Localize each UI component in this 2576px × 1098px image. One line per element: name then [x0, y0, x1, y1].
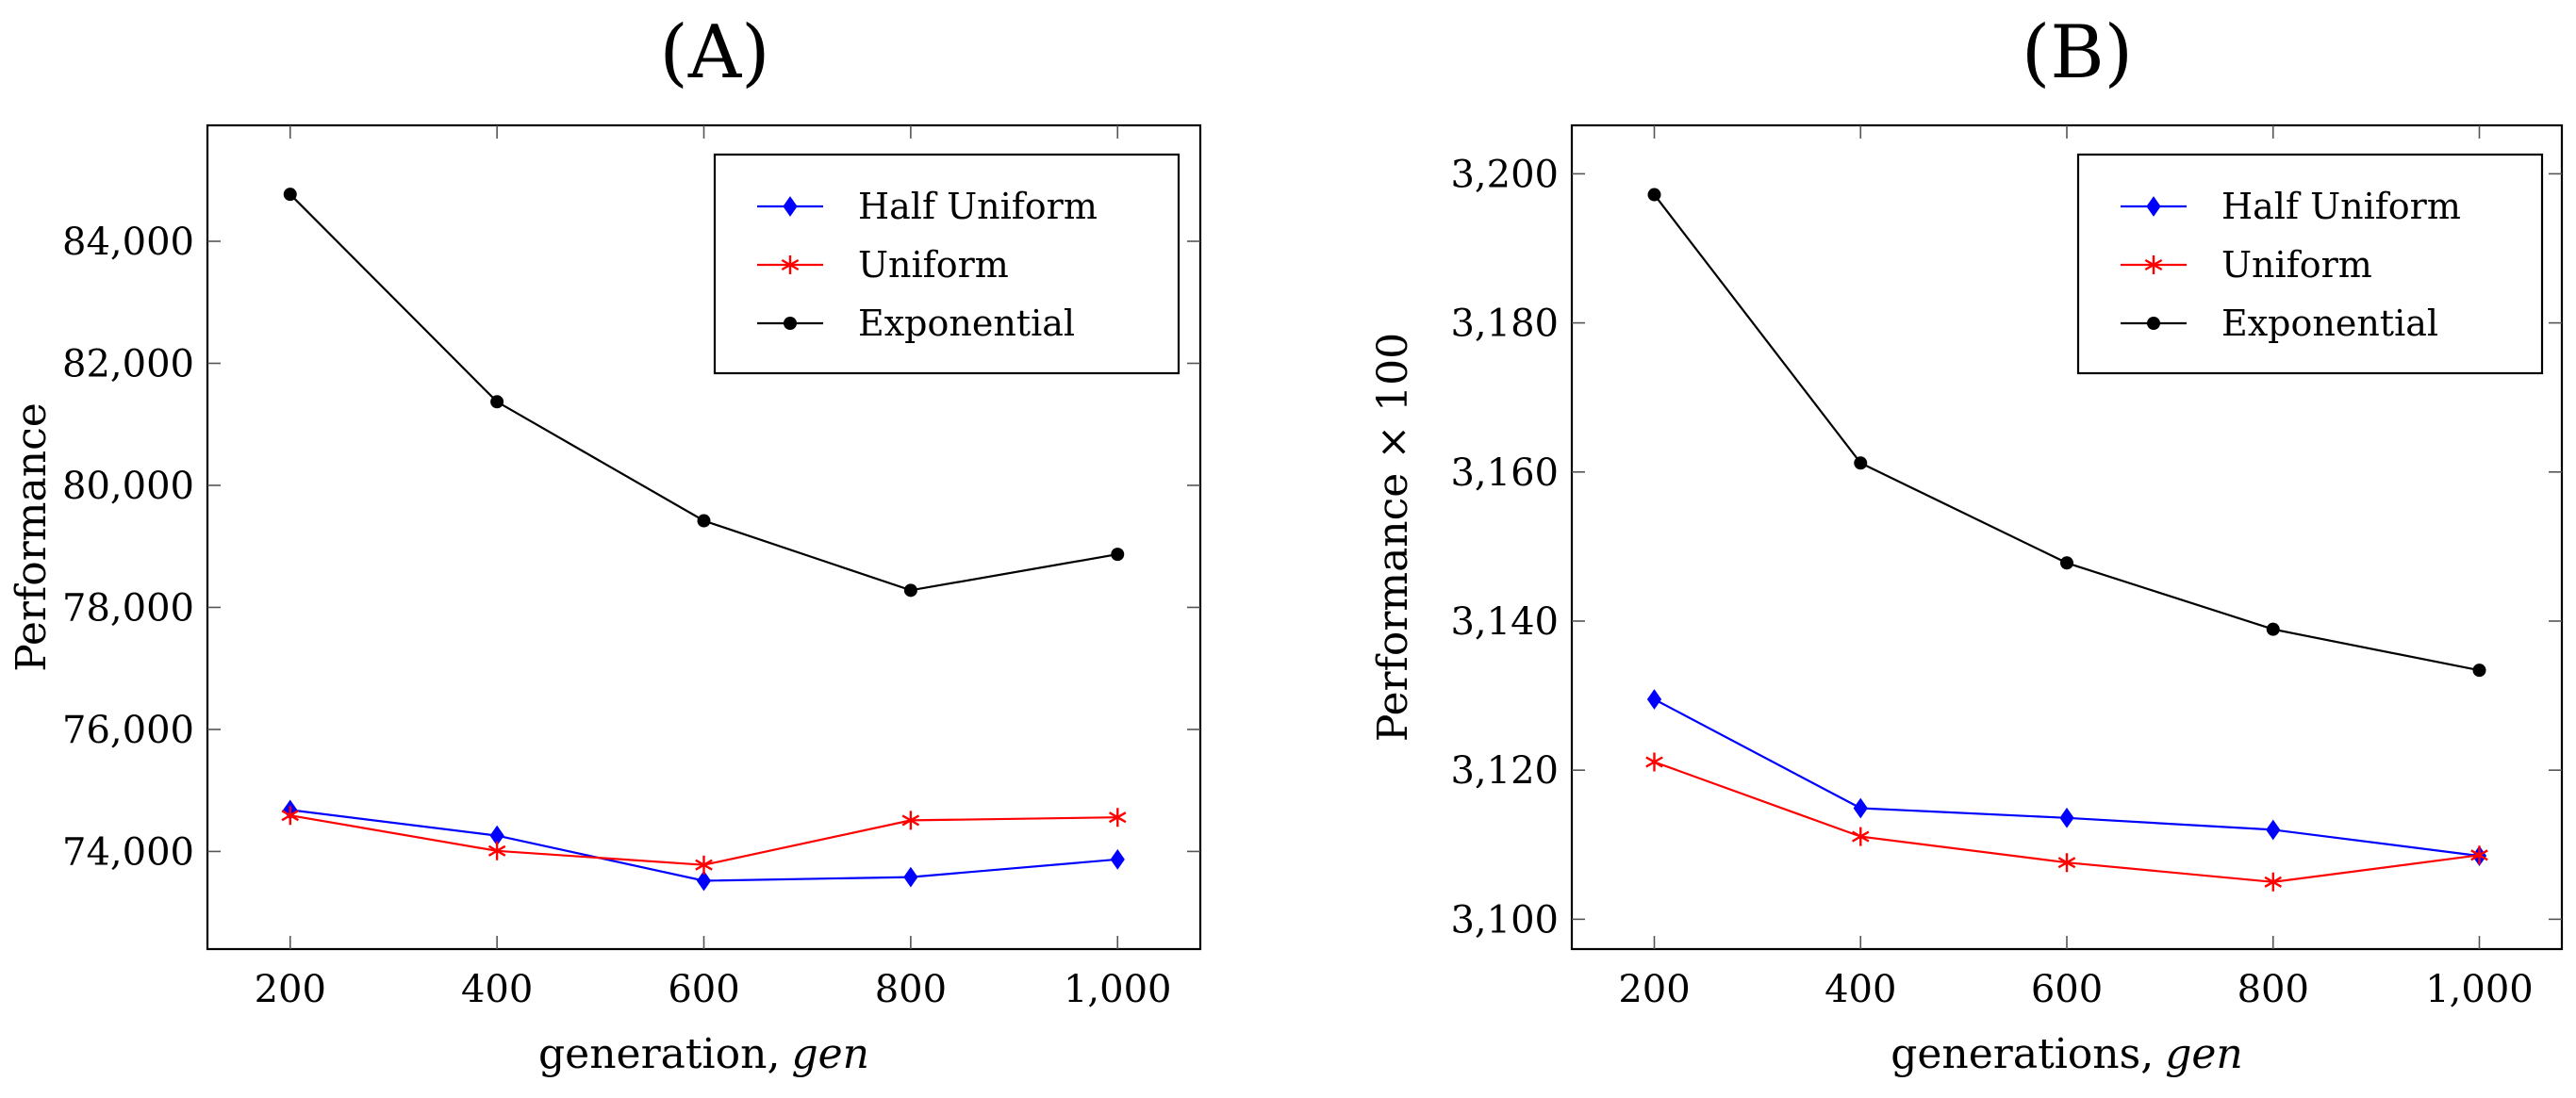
y-tick-label: 76,000 — [62, 709, 194, 752]
data-point — [903, 866, 918, 888]
data-point — [1851, 827, 1870, 846]
y-tick-label: 3,180 — [1450, 303, 1559, 346]
data-point — [695, 855, 713, 875]
legend-marker — [781, 255, 800, 274]
legend-label: Half Uniform — [2221, 186, 2461, 227]
series-exponential — [1647, 188, 2486, 678]
legend-label: Uniform — [858, 244, 1009, 286]
x-tick-label: 600 — [2031, 968, 2103, 1011]
series-exponential — [283, 188, 1125, 598]
data-point — [2266, 622, 2280, 636]
legend-marker — [2146, 196, 2161, 217]
data-point — [696, 870, 712, 892]
data-point — [490, 395, 504, 409]
series-uniform — [1645, 752, 2488, 892]
legend-marker — [2147, 317, 2160, 330]
y-tick-label: 74,000 — [62, 830, 194, 874]
data-point — [2472, 664, 2486, 678]
legend-label: Exponential — [858, 303, 1075, 344]
legend-item: Exponential — [2121, 303, 2438, 344]
x-tick-label: 1,000 — [2425, 968, 2534, 1011]
legend-item: Uniform — [2121, 244, 2372, 286]
legend-label: Half Uniform — [858, 186, 1098, 227]
legend-item: Half Uniform — [757, 186, 1098, 227]
x-tick-label: 200 — [1618, 968, 1690, 1011]
y-axis-label: Performance — [8, 402, 56, 671]
data-point — [1645, 752, 1663, 772]
y-tick-label: 3,100 — [1450, 898, 1559, 942]
y-tick-label: 3,140 — [1450, 600, 1559, 644]
series-half-uniform — [1646, 689, 2487, 867]
legend-item: Exponential — [757, 303, 1075, 344]
data-point — [2057, 853, 2076, 873]
data-point — [1111, 548, 1125, 562]
data-point — [1108, 808, 1127, 828]
x-tick-label: 400 — [1825, 968, 1896, 1011]
y-axis-label: Performance × 100 — [1369, 333, 1417, 742]
legend-item: Half Uniform — [2121, 186, 2461, 227]
x-tick-label: 200 — [255, 968, 326, 1011]
legend-marker — [2144, 255, 2163, 274]
series-line — [1653, 698, 2480, 858]
x-tick-label: 600 — [668, 968, 739, 1011]
y-tick-label: 78,000 — [62, 586, 194, 630]
y-tick-label: 3,160 — [1450, 451, 1559, 495]
chart-title: (A) — [659, 10, 769, 95]
x-axis-label: generations, gen — [1891, 1030, 2243, 1078]
legend-item: Uniform — [757, 244, 1009, 286]
data-point — [1646, 689, 1662, 710]
y-tick-label: 82,000 — [62, 342, 194, 385]
legend-label: Uniform — [2221, 244, 2372, 286]
chart-b: (B) 3,100 3,120 3,140 3,160 3,180 3,200 200 400 6… — [1369, 10, 2564, 1078]
x-axis-label: generation, gen — [538, 1030, 869, 1078]
x-tick-label: 800 — [875, 968, 947, 1011]
legend: Half Uniform Uniform Exponential — [2076, 153, 2544, 375]
y-tick-label: 80,000 — [62, 465, 194, 508]
data-point — [2059, 807, 2074, 828]
data-point — [487, 841, 506, 860]
legend-label: Exponential — [2221, 303, 2438, 344]
data-point — [283, 188, 297, 202]
series-uniform — [281, 806, 1127, 875]
legend: Half Uniform Uniform Exponential — [713, 153, 1181, 375]
chart-title: (B) — [2022, 10, 2133, 95]
x-tick-label: 800 — [2237, 968, 2309, 1011]
x-axis-label-variable: gen — [2165, 1030, 2243, 1078]
y-tick-label: 3,120 — [1450, 749, 1559, 793]
data-point — [2264, 872, 2283, 892]
x-tick-label: 400 — [461, 968, 533, 1011]
y-tick-label: 3,200 — [1450, 153, 1559, 196]
x-tick-label: 1,000 — [1064, 968, 1172, 1011]
legend-marker — [784, 317, 797, 330]
chart-a: (A) 74,000 76,000 78,000 80,000 82,000 84,000 2… — [8, 10, 1202, 1078]
data-point — [1110, 848, 1125, 870]
data-point — [2470, 845, 2488, 865]
x-axis-label-text: generations, — [1891, 1030, 2154, 1078]
data-point — [1853, 797, 1868, 819]
data-point — [1854, 456, 1868, 470]
data-point — [2266, 819, 2281, 841]
data-point — [1647, 188, 1661, 202]
data-point — [281, 806, 300, 826]
data-point — [697, 514, 711, 528]
y-tick-label: 84,000 — [62, 221, 194, 264]
x-axis-label-text: generation, — [538, 1030, 780, 1078]
data-point — [903, 583, 917, 598]
data-point — [901, 811, 920, 830]
series-half-uniform — [283, 799, 1125, 892]
x-axis-label-variable: gen — [791, 1030, 869, 1078]
data-point — [2060, 556, 2073, 570]
legend-marker — [783, 196, 798, 217]
